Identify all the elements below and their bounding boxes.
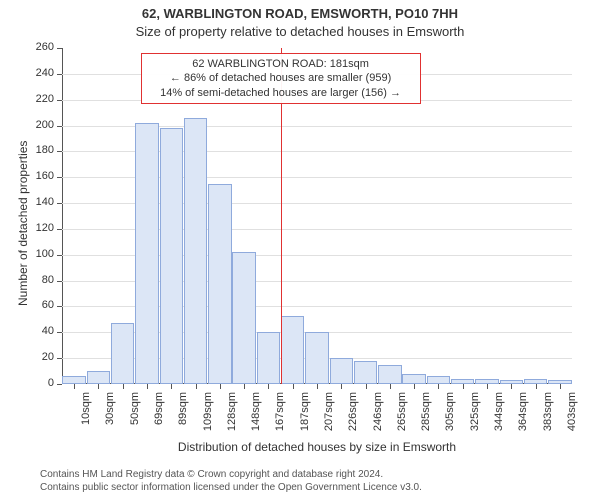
ytick-label: 140 [28, 196, 54, 208]
xtick-label: 148sqm [250, 392, 262, 442]
xtick-mark [511, 384, 512, 389]
histogram-bar [208, 184, 231, 384]
xtick-label: 344sqm [493, 392, 505, 442]
attribution-line-1: Contains HM Land Registry data © Crown c… [40, 469, 422, 482]
ytick-mark [57, 74, 62, 75]
histogram-bar [232, 252, 255, 384]
xtick-label: 30sqm [104, 392, 116, 442]
ytick-mark [57, 203, 62, 204]
xtick-mark [366, 384, 367, 389]
xtick-label: 403sqm [566, 392, 578, 442]
xtick-label: 246sqm [372, 392, 384, 442]
xtick-mark [560, 384, 561, 389]
xtick-mark [98, 384, 99, 389]
histogram-bar [184, 118, 207, 384]
ytick-mark [57, 332, 62, 333]
histogram-bar [160, 128, 183, 384]
histogram-bar [354, 361, 377, 384]
xtick-mark [293, 384, 294, 389]
title-main: 62, WARBLINGTON ROAD, EMSWORTH, PO10 7HH [0, 6, 600, 21]
ytick-label: 60 [28, 299, 54, 311]
histogram-bar [305, 332, 328, 384]
ytick-mark [57, 48, 62, 49]
ytick-label: 240 [28, 67, 54, 79]
ytick-label: 220 [28, 93, 54, 105]
ytick-label: 0 [28, 377, 54, 389]
xtick-label: 50sqm [129, 392, 141, 442]
xtick-label: 226sqm [347, 392, 359, 442]
ytick-mark [57, 151, 62, 152]
histogram-bar [330, 358, 353, 384]
xtick-mark [147, 384, 148, 389]
xtick-label: 187sqm [299, 392, 311, 442]
xtick-mark [414, 384, 415, 389]
xtick-mark [244, 384, 245, 389]
xtick-mark [317, 384, 318, 389]
xtick-mark [171, 384, 172, 389]
ytick-label: 80 [28, 274, 54, 286]
info-line-1: 62 WARBLINGTON ROAD: 181sqm [150, 57, 412, 71]
property-info-box: 62 WARBLINGTON ROAD: 181sqm ← 86% of det… [141, 53, 421, 104]
ytick-label: 260 [28, 41, 54, 53]
xtick-mark [463, 384, 464, 389]
xtick-label: 69sqm [153, 392, 165, 442]
histogram-bar [87, 371, 110, 384]
attribution-line-2: Contains public sector information licen… [40, 482, 422, 495]
xtick-mark [268, 384, 269, 389]
figure-container: 62, WARBLINGTON ROAD, EMSWORTH, PO10 7HH… [0, 0, 600, 500]
xtick-mark [196, 384, 197, 389]
xtick-label: 128sqm [226, 392, 238, 442]
ytick-mark [57, 229, 62, 230]
ytick-label: 120 [28, 222, 54, 234]
xtick-label: 10sqm [80, 392, 92, 442]
xtick-label: 364sqm [517, 392, 529, 442]
xtick-mark [341, 384, 342, 389]
attribution: Contains HM Land Registry data © Crown c… [40, 469, 422, 494]
title-sub: Size of property relative to detached ho… [0, 24, 600, 39]
ytick-mark [57, 126, 62, 127]
ytick-mark [57, 384, 62, 385]
xtick-label: 167sqm [274, 392, 286, 442]
xtick-label: 325sqm [469, 392, 481, 442]
ytick-label: 180 [28, 144, 54, 156]
info-line-3: 14% of semi-detached houses are larger (… [150, 86, 412, 100]
histogram-bar [135, 123, 158, 384]
histogram-bar [62, 376, 85, 384]
ytick-label: 20 [28, 351, 54, 363]
xtick-label: 109sqm [202, 392, 214, 442]
ytick-label: 100 [28, 248, 54, 260]
histogram-bar [402, 374, 425, 384]
histogram-bar [257, 332, 280, 384]
xtick-mark [438, 384, 439, 389]
ytick-mark [57, 177, 62, 178]
ytick-label: 160 [28, 170, 54, 182]
ytick-mark [57, 281, 62, 282]
xtick-label: 89sqm [177, 392, 189, 442]
ytick-mark [57, 255, 62, 256]
xtick-mark [74, 384, 75, 389]
histogram-bar [281, 316, 304, 384]
histogram-bar [111, 323, 134, 384]
xtick-label: 285sqm [420, 392, 432, 442]
xtick-label: 265sqm [396, 392, 408, 442]
xtick-label: 305sqm [444, 392, 456, 442]
histogram-bar [427, 376, 450, 384]
xtick-mark [390, 384, 391, 389]
histogram-bar [378, 365, 401, 384]
ytick-label: 40 [28, 325, 54, 337]
xtick-mark [123, 384, 124, 389]
ytick-mark [57, 306, 62, 307]
ytick-label: 200 [28, 119, 54, 131]
ytick-mark [57, 100, 62, 101]
xtick-label: 383sqm [542, 392, 554, 442]
ytick-mark [57, 358, 62, 359]
xtick-label: 207sqm [323, 392, 335, 442]
xtick-mark [536, 384, 537, 389]
xtick-mark [220, 384, 221, 389]
xtick-mark [487, 384, 488, 389]
info-line-2: ← 86% of detached houses are smaller (95… [150, 71, 412, 85]
x-axis-label: Distribution of detached houses by size … [62, 440, 572, 454]
